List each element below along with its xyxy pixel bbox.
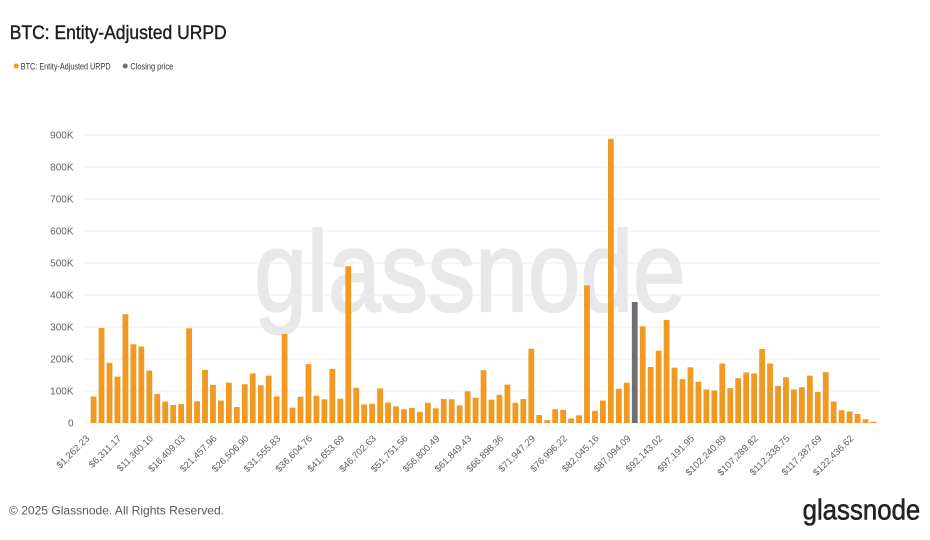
svg-text:100K: 100K bbox=[50, 387, 74, 398]
svg-text:200K: 200K bbox=[50, 355, 74, 366]
svg-text:BTC: Entity-Adjusted URPD: BTC: Entity-Adjusted URPD bbox=[21, 61, 111, 72]
svg-text:500K: 500K bbox=[50, 259, 74, 270]
svg-text:© 2025 Glassnode. All Rights R: © 2025 Glassnode. All Rights Reserved. bbox=[9, 504, 224, 518]
svg-text:0: 0 bbox=[68, 419, 74, 430]
svg-text:300K: 300K bbox=[50, 323, 74, 334]
svg-text:400K: 400K bbox=[50, 291, 74, 302]
svg-text:BTC: Entity-Adjusted URPD: BTC: Entity-Adjusted URPD bbox=[10, 22, 227, 44]
svg-text:Closing price: Closing price bbox=[130, 61, 173, 72]
svg-text:800K: 800K bbox=[50, 163, 74, 174]
svg-text:700K: 700K bbox=[50, 195, 74, 206]
svg-text:glassnode: glassnode bbox=[254, 209, 685, 336]
svg-text:900K: 900K bbox=[50, 131, 74, 142]
svg-text:600K: 600K bbox=[50, 227, 74, 238]
svg-text:$1,262.23: $1,262.23 bbox=[55, 433, 93, 471]
svg-text:glassnode: glassnode bbox=[803, 495, 921, 527]
